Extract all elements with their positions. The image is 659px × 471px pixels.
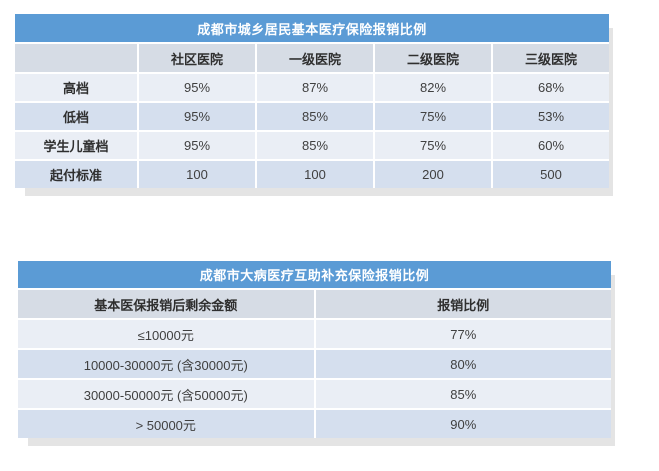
data-cell: 90% xyxy=(315,410,611,438)
data-cell: 80% xyxy=(315,350,611,378)
row-label: 高档 xyxy=(15,74,137,101)
data-cell: 85% xyxy=(315,380,611,408)
table-title: 成都市城乡居民基本医疗保险报销比例 xyxy=(15,14,609,42)
column-header-empty xyxy=(15,44,137,72)
column-header-level1-hospital: 一级医院 xyxy=(257,44,373,72)
data-cell: 77% xyxy=(315,320,611,348)
data-cell: 100 xyxy=(257,161,373,188)
data-cell: 87% xyxy=(257,74,373,101)
basic-medical-insurance-table: 成都市城乡居民基本医疗保险报销比例 社区医院 一级医院 二级医院 三级医院 高档… xyxy=(15,14,609,188)
column-header-level3-hospital: 三级医院 xyxy=(493,44,609,72)
serious-illness-insurance-table: 成都市大病医疗互助补充保险报销比例 基本医保报销后剩余金额 报销比例 ≤1000… xyxy=(18,261,611,438)
data-cell: 95% xyxy=(139,132,255,159)
row-label: ≤10000元 xyxy=(18,320,314,348)
data-cell: 95% xyxy=(139,103,255,130)
data-cell: 75% xyxy=(375,132,491,159)
row-label: 起付标准 xyxy=(15,161,137,188)
data-cell: 85% xyxy=(257,132,373,159)
data-cell: 53% xyxy=(493,103,609,130)
column-header-community-hospital: 社区医院 xyxy=(139,44,255,72)
data-cell: 68% xyxy=(493,74,609,101)
table-grid: 社区医院 一级医院 二级医院 三级医院 高档 95% 87% 82% 68% 低… xyxy=(15,44,609,188)
column-header-remaining-amount: 基本医保报销后剩余金额 xyxy=(18,290,314,318)
row-label: 30000-50000元 (含50000元) xyxy=(18,380,314,408)
column-header-reimbursement-ratio: 报销比例 xyxy=(315,290,611,318)
data-cell: 82% xyxy=(375,74,491,101)
row-label: > 50000元 xyxy=(18,410,314,438)
data-cell: 85% xyxy=(257,103,373,130)
data-cell: 75% xyxy=(375,103,491,130)
data-cell: 100 xyxy=(139,161,255,188)
row-label: 学生儿童档 xyxy=(15,132,137,159)
row-label: 10000-30000元 (含30000元) xyxy=(18,350,314,378)
table-title: 成都市大病医疗互助补充保险报销比例 xyxy=(18,261,611,288)
data-cell: 95% xyxy=(139,74,255,101)
row-label: 低档 xyxy=(15,103,137,130)
column-header-level2-hospital: 二级医院 xyxy=(375,44,491,72)
data-cell: 500 xyxy=(493,161,609,188)
data-cell: 200 xyxy=(375,161,491,188)
data-cell: 60% xyxy=(493,132,609,159)
table-grid: 基本医保报销后剩余金额 报销比例 ≤10000元 77% 10000-30000… xyxy=(18,290,611,438)
